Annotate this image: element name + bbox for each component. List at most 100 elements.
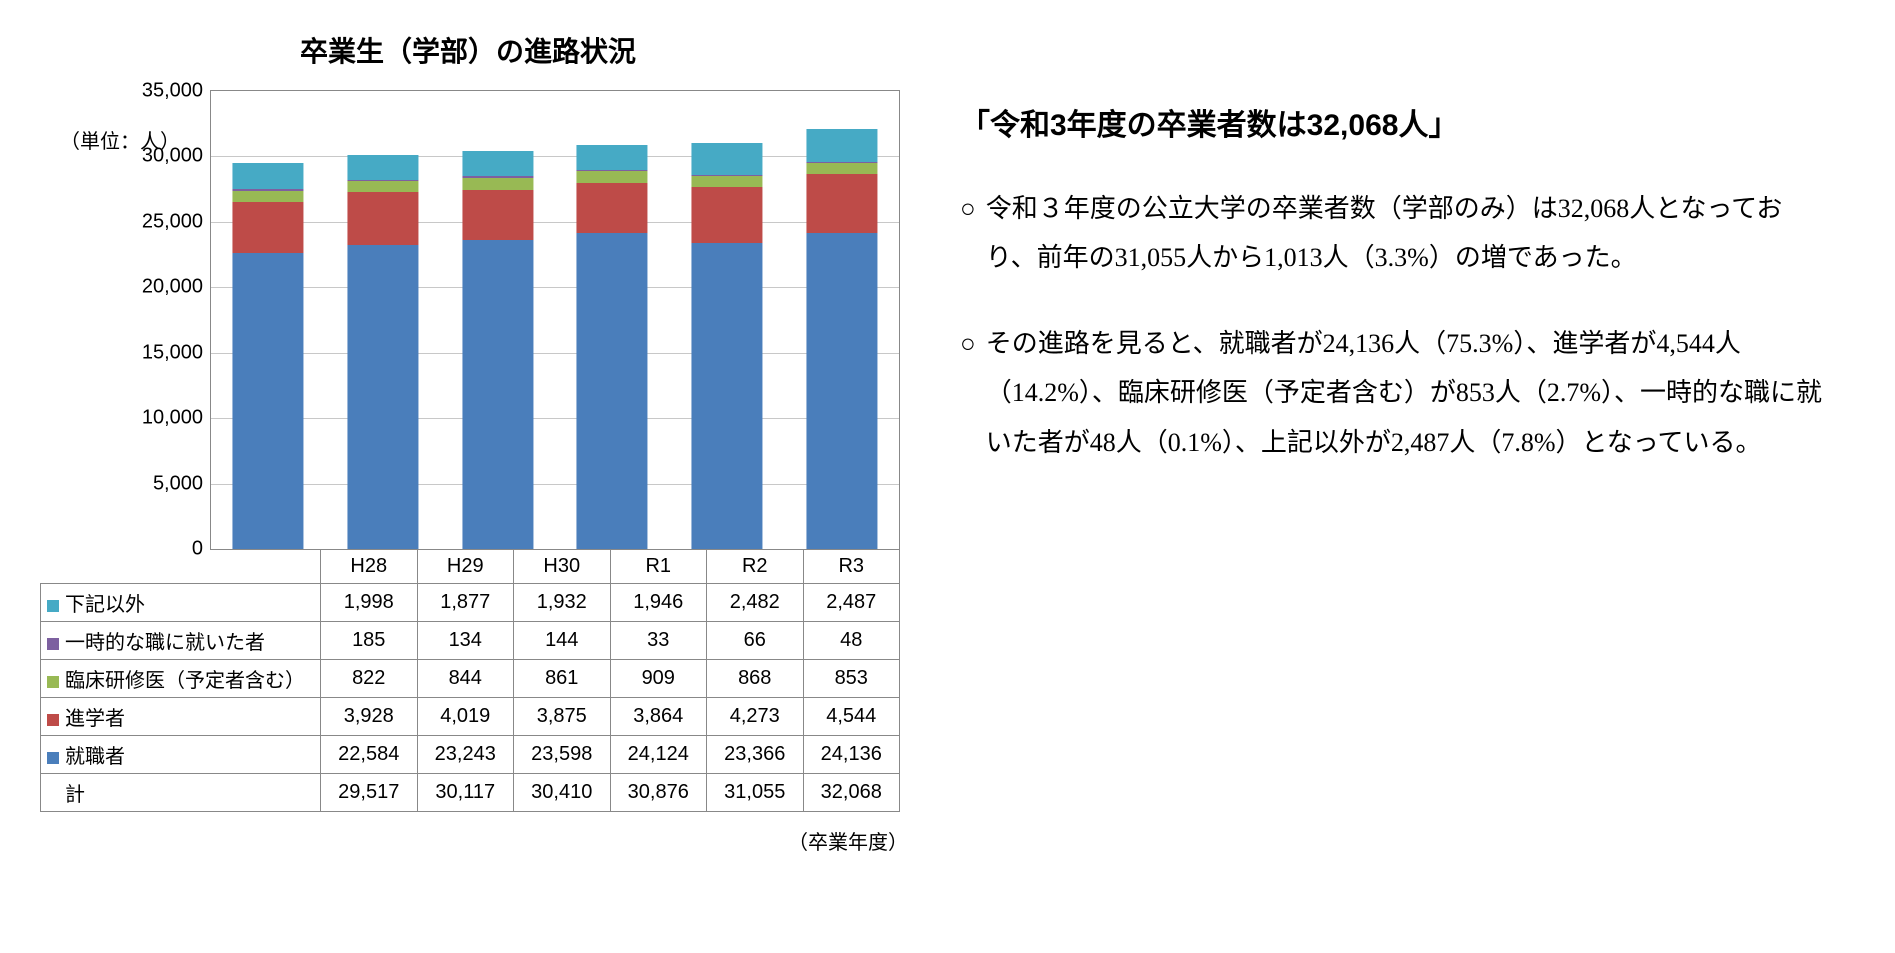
table-row: 就職者22,58423,24323,59824,12423,36624,136 (41, 736, 900, 774)
y-tick-label: 0 (192, 538, 203, 561)
table-cell: 2,482 (707, 584, 804, 622)
table-cell: 3,875 (514, 698, 611, 736)
xaxis-label: R3 (803, 550, 900, 584)
table-cell: 185 (321, 622, 418, 660)
bar-segment-resident (233, 191, 304, 202)
bar-segment-other (347, 155, 418, 180)
chart-title: 卒業生（学部）の進路状況 (300, 30, 920, 70)
bar-R3 (806, 129, 877, 549)
table-cell: 1,946 (610, 584, 707, 622)
bar-segment-employed (347, 245, 418, 549)
table-row-label: 進学者 (41, 698, 321, 736)
table-corner (41, 550, 321, 584)
bullet-mark: ○ (960, 319, 976, 467)
legend-swatch-advance (47, 714, 59, 726)
legend-swatch-other (47, 600, 59, 612)
bar-segment-employed (691, 243, 762, 549)
table-cell: 868 (707, 660, 804, 698)
commentary-bullet: ○その進路を見ると、就職者が24,136人（75.3%）、進学者が4,544人（… (960, 319, 1825, 467)
bullet-text: その進路を見ると、就職者が24,136人（75.3%）、進学者が4,544人（1… (986, 319, 1825, 467)
table-cell: 33 (610, 622, 707, 660)
bar-segment-advance (691, 187, 762, 243)
table-cell: 24,124 (610, 736, 707, 774)
table-total-cell: 30,876 (610, 774, 707, 812)
bar-segment-other (233, 163, 304, 189)
table-cell: 1,877 (417, 584, 514, 622)
table-cell: 144 (514, 622, 611, 660)
table-cell: 3,928 (321, 698, 418, 736)
data-table: H28H29H30R1R2R3下記以外1,9981,8771,9321,9462… (40, 549, 900, 812)
legend-label-tempjob: 一時的な職に就いた者 (65, 632, 265, 654)
bar-H29 (347, 155, 418, 549)
table-row-total: 計29,51730,11730,41030,87631,05532,068 (41, 774, 900, 812)
bar-segment-advance (806, 174, 877, 233)
table-total-cell: 30,117 (417, 774, 514, 812)
table-cell: 822 (321, 660, 418, 698)
table-row: 進学者 3,9284,0193,8753,8644,2734,544 (41, 698, 900, 736)
table-cell: 2,487 (803, 584, 900, 622)
y-tick-label: 30,000 (142, 145, 203, 168)
commentary-panel: 「令和3年度の卒業者数は32,068人」 ○令和３年度の公立大学の卒業者数（学部… (920, 30, 1855, 953)
xaxis-label: H28 (321, 550, 418, 584)
legend-label-employed: 就職者 (65, 746, 125, 768)
y-tick-label: 25,000 (142, 210, 203, 233)
bar-segment-advance (577, 183, 648, 234)
bar-segment-advance (347, 192, 418, 245)
xaxis-label: H29 (417, 550, 514, 584)
bar-segment-advance (233, 202, 304, 253)
bar-segment-other (577, 145, 648, 170)
y-tick-label: 35,000 (142, 80, 203, 103)
table-total-cell: 30,410 (514, 774, 611, 812)
bullet-mark: ○ (960, 184, 976, 283)
table-total-cell: 29,517 (321, 774, 418, 812)
table-cell: 4,019 (417, 698, 514, 736)
chart-area: 05,00010,00015,00020,00025,00030,00035,0… (210, 90, 900, 550)
bar-segment-resident (462, 178, 533, 189)
y-tick-label: 10,000 (142, 407, 203, 430)
legend-label-resident: 臨床研修医（予定者含む） (65, 670, 305, 692)
table-total-label: 計 (41, 774, 321, 812)
table-cell: 23,366 (707, 736, 804, 774)
table-row-label: 就職者 (41, 736, 321, 774)
legend-swatch-tempjob (47, 638, 59, 650)
table-cell: 23,598 (514, 736, 611, 774)
table-cell: 861 (514, 660, 611, 698)
table-row-label: 下記以外 (41, 584, 321, 622)
y-tick-label: 20,000 (142, 276, 203, 299)
xaxis-label: H30 (514, 550, 611, 584)
table-cell: 909 (610, 660, 707, 698)
bar-segment-employed (577, 233, 648, 549)
bullet-text: 令和３年度の公立大学の卒業者数（学部のみ）は32,068人となっており、前年の3… (986, 184, 1825, 283)
table-cell: 1,932 (514, 584, 611, 622)
commentary-bullet: ○令和３年度の公立大学の卒業者数（学部のみ）は32,068人となっており、前年の… (960, 184, 1825, 283)
bar-R1 (577, 145, 648, 549)
plot-area: 05,00010,00015,00020,00025,00030,00035,0… (210, 90, 900, 550)
table-row-label: 一時的な職に就いた者 (41, 622, 321, 660)
legend-swatch-employed (47, 752, 59, 764)
xaxis-label: R1 (610, 550, 707, 584)
table-cell: 4,544 (803, 698, 900, 736)
bar-segment-employed (806, 233, 877, 549)
table-row: 臨床研修医（予定者含む）822844861909868853 (41, 660, 900, 698)
table-cell: 66 (707, 622, 804, 660)
legend-label-advance: 進学者 (65, 708, 125, 730)
y-tick-label: 5,000 (153, 472, 203, 495)
bar-segment-resident (347, 181, 418, 192)
bar-segment-other (462, 151, 533, 176)
table-cell: 4,273 (707, 698, 804, 736)
table-cell: 853 (803, 660, 900, 698)
legend-label-other: 下記以外 (65, 594, 145, 616)
bar-segment-employed (462, 240, 533, 549)
bar-R2 (691, 143, 762, 549)
bar-segment-resident (577, 171, 648, 183)
bar-segment-employed (233, 253, 304, 549)
table-row: 一時的な職に就いた者 185134144336648 (41, 622, 900, 660)
table-cell: 3,864 (610, 698, 707, 736)
table-cell: 134 (417, 622, 514, 660)
table-total-cell: 32,068 (803, 774, 900, 812)
table-cell: 24,136 (803, 736, 900, 774)
table-cell: 48 (803, 622, 900, 660)
bar-segment-advance (462, 190, 533, 241)
legend-swatch-resident (47, 676, 59, 688)
bar-segment-resident (806, 163, 877, 174)
